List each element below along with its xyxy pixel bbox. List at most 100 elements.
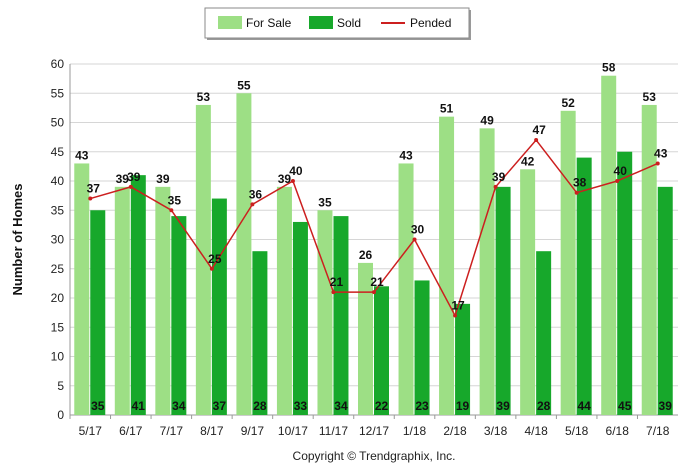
for-sale-value-label: 39 (278, 172, 292, 186)
pended-line (88, 138, 660, 318)
for-sale-value-label: 52 (561, 96, 575, 110)
for-sale-value-label: 43 (75, 148, 89, 162)
for-sale-value-label: 55 (237, 78, 251, 92)
bar-for-sale (601, 75, 617, 415)
x-tick-label: 3/18 (484, 424, 508, 438)
bar-sold (171, 216, 187, 415)
x-tick-label: 6/17 (119, 424, 143, 438)
pended-point (250, 202, 255, 207)
for-sale-value-label: 58 (602, 61, 616, 75)
y-tick-label: 60 (51, 57, 65, 71)
bar-for-sale (358, 262, 373, 415)
legend-swatch-sold (309, 16, 333, 29)
bar-for-sale (317, 210, 333, 415)
x-tick-label: 4/18 (524, 424, 548, 438)
x-tick-label: 8/17 (200, 424, 224, 438)
sold-value-label: 28 (253, 399, 267, 413)
bar-for-sale (155, 186, 171, 415)
sold-value-label: 22 (375, 399, 389, 413)
pended-value-label: 21 (330, 275, 344, 289)
bar-sold (333, 216, 349, 415)
y-tick-label: 15 (51, 320, 65, 334)
pended-value-label: 43 (654, 146, 668, 160)
y-tick-label: 50 (51, 116, 65, 130)
pended-point (372, 290, 376, 295)
bar-for-sale (276, 186, 292, 415)
for-sale-value-label: 39 (116, 172, 130, 186)
sold-value-label: 23 (415, 399, 429, 413)
pended-value-label: 21 (370, 275, 384, 289)
y-tick-label: 45 (51, 145, 65, 159)
bar-for-sale (236, 93, 252, 415)
y-tick-label: 10 (51, 350, 65, 364)
bar-for-sale (560, 110, 576, 416)
legend-swatch-for-sale (218, 16, 242, 29)
sold-value-label: 41 (132, 399, 146, 413)
pended-value-label: 39 (492, 170, 506, 184)
pended-point (655, 161, 660, 166)
pended-value-label: 37 (87, 182, 101, 196)
pended-point (534, 138, 539, 143)
pended-point (493, 184, 498, 189)
pended-point (209, 266, 214, 271)
sold-value-label: 39 (659, 399, 673, 413)
pended-point (290, 179, 295, 183)
pended-point (412, 237, 417, 242)
legend-box (204, 7, 470, 39)
for-sale-value-label: 42 (521, 154, 535, 168)
pended-value-label: 25 (208, 252, 222, 266)
sold-value-label: 34 (334, 399, 348, 413)
bar-sold (90, 210, 106, 415)
pended-point (574, 190, 579, 195)
sold-value-label: 37 (213, 399, 227, 413)
legend-label-for-sale: For Sale (246, 16, 292, 30)
bar-for-sale (439, 116, 455, 416)
legend-label-sold: Sold (337, 16, 361, 30)
bar-for-sale (74, 163, 90, 415)
x-tick-label: 7/17 (160, 424, 184, 438)
pended-value-label: 47 (532, 123, 546, 137)
bar-sold (130, 175, 146, 415)
pended-value-label: 38 (573, 176, 587, 190)
pended-value-label: 30 (411, 223, 425, 237)
bar-sold (495, 186, 511, 415)
for-sale-value-label: 26 (359, 248, 373, 262)
x-tick-label: 7/18 (646, 424, 670, 438)
bar-sold (292, 221, 308, 415)
for-sale-value-label: 35 (318, 195, 332, 209)
x-tick-label: 2/18 (443, 424, 467, 438)
pended-value-label: 40 (289, 164, 303, 178)
pended-point (331, 290, 336, 295)
x-tick-label: 6/18 (606, 424, 630, 438)
x-tick-label: 5/17 (79, 424, 103, 438)
x-tick-label: 11/17 (319, 424, 348, 438)
bar-for-sale (398, 163, 414, 415)
pended-value-label: 39 (127, 170, 141, 184)
x-tick-label: 5/18 (565, 424, 589, 438)
bar-sold (657, 186, 673, 415)
y-tick-label: 5 (57, 379, 64, 393)
bar-sold (252, 251, 268, 415)
x-tick-label: 1/18 (403, 424, 427, 438)
bar-for-sale (114, 186, 130, 415)
sold-value-label: 35 (91, 399, 105, 413)
data-labels: 43 35 39 41 39 34 53 37 55 28 39 33 35 34 26 22 43 23 51 19… (75, 61, 672, 413)
pended-point (88, 196, 93, 201)
pended-point (128, 184, 133, 189)
sold-value-label: 28 (537, 399, 551, 413)
bar-sold (617, 151, 633, 415)
bar-sold (414, 280, 430, 415)
sold-value-label: 39 (496, 399, 510, 413)
sold-value-label: 19 (456, 399, 470, 413)
pended-value-label: 36 (249, 187, 263, 201)
y-tick-label: 20 (51, 291, 65, 305)
y-tick-label: 35 (51, 203, 65, 217)
y-tick-label: 30 (51, 233, 65, 247)
bar-sold (576, 157, 592, 415)
bar-sold (455, 303, 471, 415)
pended-value-label: 40 (614, 164, 628, 178)
pended-point (615, 179, 620, 183)
for-sale-value-label: 51 (440, 102, 454, 116)
sold-value-label: 33 (294, 399, 308, 413)
